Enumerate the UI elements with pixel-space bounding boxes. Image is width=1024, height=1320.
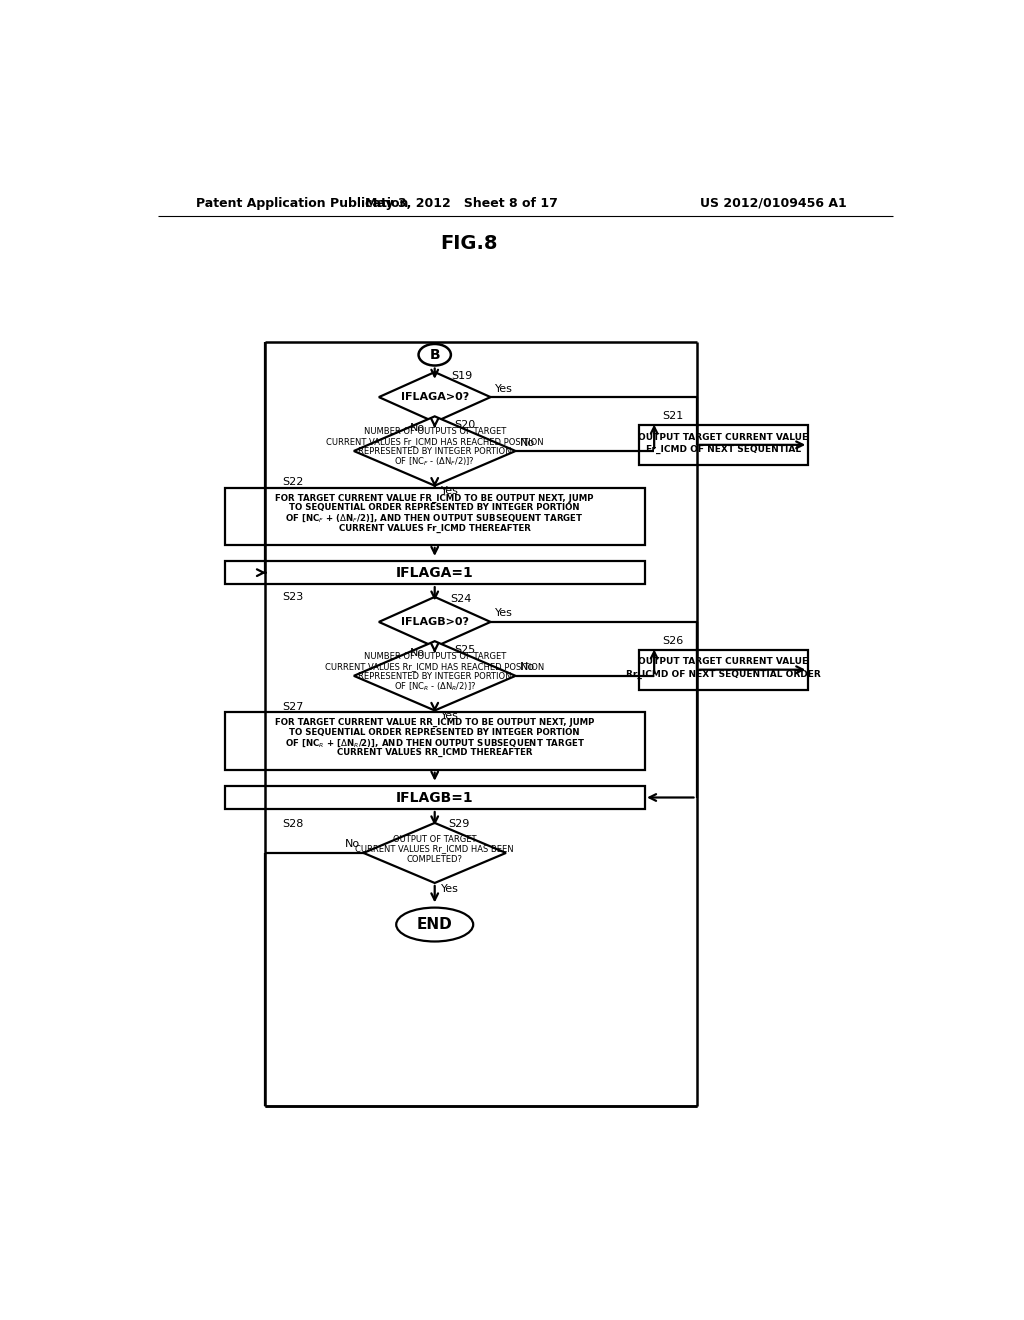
Text: OUTPUT OF TARGET: OUTPUT OF TARGET — [393, 834, 476, 843]
Bar — [225, 487, 644, 545]
Text: CURRENT VALUES Fr_ICMD THEREAFTER: CURRENT VALUES Fr_ICMD THEREAFTER — [339, 524, 530, 532]
Text: OUTPUT TARGET CURRENT VALUE: OUTPUT TARGET CURRENT VALUE — [638, 657, 809, 667]
Text: No: No — [345, 838, 360, 849]
Polygon shape — [379, 372, 490, 422]
Text: S28: S28 — [283, 818, 304, 829]
Bar — [639, 649, 808, 689]
Text: S24: S24 — [451, 594, 471, 603]
Text: S29: S29 — [449, 818, 470, 829]
Ellipse shape — [419, 345, 451, 366]
Text: S27: S27 — [283, 702, 304, 711]
Bar — [225, 785, 644, 809]
Text: COMPLETED?: COMPLETED? — [407, 854, 463, 863]
Text: S26: S26 — [662, 636, 683, 647]
Text: S25: S25 — [454, 644, 475, 655]
Text: May 3, 2012   Sheet 8 of 17: May 3, 2012 Sheet 8 of 17 — [366, 197, 558, 210]
Text: REPRESENTED BY INTEGER PORTION: REPRESENTED BY INTEGER PORTION — [358, 672, 511, 681]
Text: Yes: Yes — [495, 384, 513, 393]
Text: IFLAGB>0?: IFLAGB>0? — [400, 616, 469, 627]
Text: B: B — [429, 347, 440, 362]
Text: Rr_ICMD OF NEXT SEQUENTIAL ORDER: Rr_ICMD OF NEXT SEQUENTIAL ORDER — [626, 669, 821, 678]
Text: S23: S23 — [283, 593, 303, 602]
Text: No: No — [411, 648, 425, 657]
Text: CURRENT VALUES Rr_ICMD HAS REACHED POSITION: CURRENT VALUES Rr_ICMD HAS REACHED POSIT… — [325, 663, 545, 671]
Text: No: No — [411, 422, 425, 433]
Ellipse shape — [396, 908, 473, 941]
Text: NUMBER OF OUTPUTS OF TARGET: NUMBER OF OUTPUTS OF TARGET — [364, 652, 506, 661]
Bar — [225, 561, 644, 585]
Text: No: No — [519, 437, 535, 447]
Text: IFLAGA=1: IFLAGA=1 — [396, 566, 473, 579]
Text: CURRENT VALUES Fr_ICMD HAS REACHED POSITION: CURRENT VALUES Fr_ICMD HAS REACHED POSIT… — [326, 437, 544, 446]
Polygon shape — [364, 822, 506, 883]
Text: FIG.8: FIG.8 — [440, 234, 498, 252]
Text: OF [NC$_R$ + [$\Delta$N$_R$/2)], AND THEN OUTPUT SUBSEQUENT TARGET: OF [NC$_R$ + [$\Delta$N$_R$/2)], AND THE… — [285, 737, 585, 748]
Text: S20: S20 — [454, 420, 475, 430]
Text: IFLAGA>0?: IFLAGA>0? — [400, 392, 469, 403]
Text: Yes: Yes — [495, 609, 513, 619]
Text: END: END — [417, 917, 453, 932]
Bar — [225, 713, 644, 770]
Text: Yes: Yes — [441, 711, 459, 721]
Text: Yes: Yes — [441, 486, 459, 496]
Text: S22: S22 — [283, 477, 304, 487]
Text: REPRESENTED BY INTEGER PORTION: REPRESENTED BY INTEGER PORTION — [358, 447, 511, 457]
Text: Patent Application Publication: Patent Application Publication — [196, 197, 409, 210]
Polygon shape — [354, 416, 515, 486]
Text: IFLAGB=1: IFLAGB=1 — [396, 791, 473, 804]
Bar — [639, 425, 808, 465]
Text: CURRENT VALUES RR_ICMD THEREAFTER: CURRENT VALUES RR_ICMD THEREAFTER — [337, 748, 532, 758]
Text: Yes: Yes — [441, 884, 459, 894]
Text: NUMBER OF OUTPUTS OF TARGET: NUMBER OF OUTPUTS OF TARGET — [364, 428, 506, 436]
Text: Fr_ICMD OF NEXT SEQUENTIAL: Fr_ICMD OF NEXT SEQUENTIAL — [646, 445, 801, 454]
Text: OF [NC$_F$ - ($\Delta$N$_F$/2)]?: OF [NC$_F$ - ($\Delta$N$_F$/2)]? — [394, 455, 475, 469]
Polygon shape — [379, 597, 490, 647]
Text: S19: S19 — [452, 371, 473, 380]
Text: OF [NC$_R$ - ($\Delta$N$_R$/2)]?: OF [NC$_R$ - ($\Delta$N$_R$/2)]? — [393, 680, 476, 693]
Text: S21: S21 — [662, 412, 683, 421]
Text: FOR TARGET CURRENT VALUE FR_ICMD TO BE OUTPUT NEXT, JUMP: FOR TARGET CURRENT VALUE FR_ICMD TO BE O… — [275, 494, 594, 503]
Text: CURRENT VALUES Rr_ICMD HAS BEEN: CURRENT VALUES Rr_ICMD HAS BEEN — [355, 845, 514, 854]
Text: TO SEQUENTIAL ORDER REPRESENTED BY INTEGER PORTION: TO SEQUENTIAL ORDER REPRESENTED BY INTEG… — [290, 503, 580, 512]
Polygon shape — [354, 642, 515, 710]
Text: TO SEQUENTIAL ORDER REPRESENTED BY INTEGER PORTION: TO SEQUENTIAL ORDER REPRESENTED BY INTEG… — [290, 729, 580, 738]
Text: US 2012/0109456 A1: US 2012/0109456 A1 — [700, 197, 847, 210]
Text: OF [NC$_F$ + ($\Delta$N$_F$/2)], AND THEN OUTPUT SUBSEQUENT TARGET: OF [NC$_F$ + ($\Delta$N$_F$/2)], AND THE… — [286, 512, 584, 524]
Text: OUTPUT TARGET CURRENT VALUE: OUTPUT TARGET CURRENT VALUE — [638, 433, 809, 442]
Text: FOR TARGET CURRENT VALUE RR_ICMD TO BE OUTPUT NEXT, JUMP: FOR TARGET CURRENT VALUE RR_ICMD TO BE O… — [275, 718, 594, 727]
Text: No: No — [519, 663, 535, 672]
